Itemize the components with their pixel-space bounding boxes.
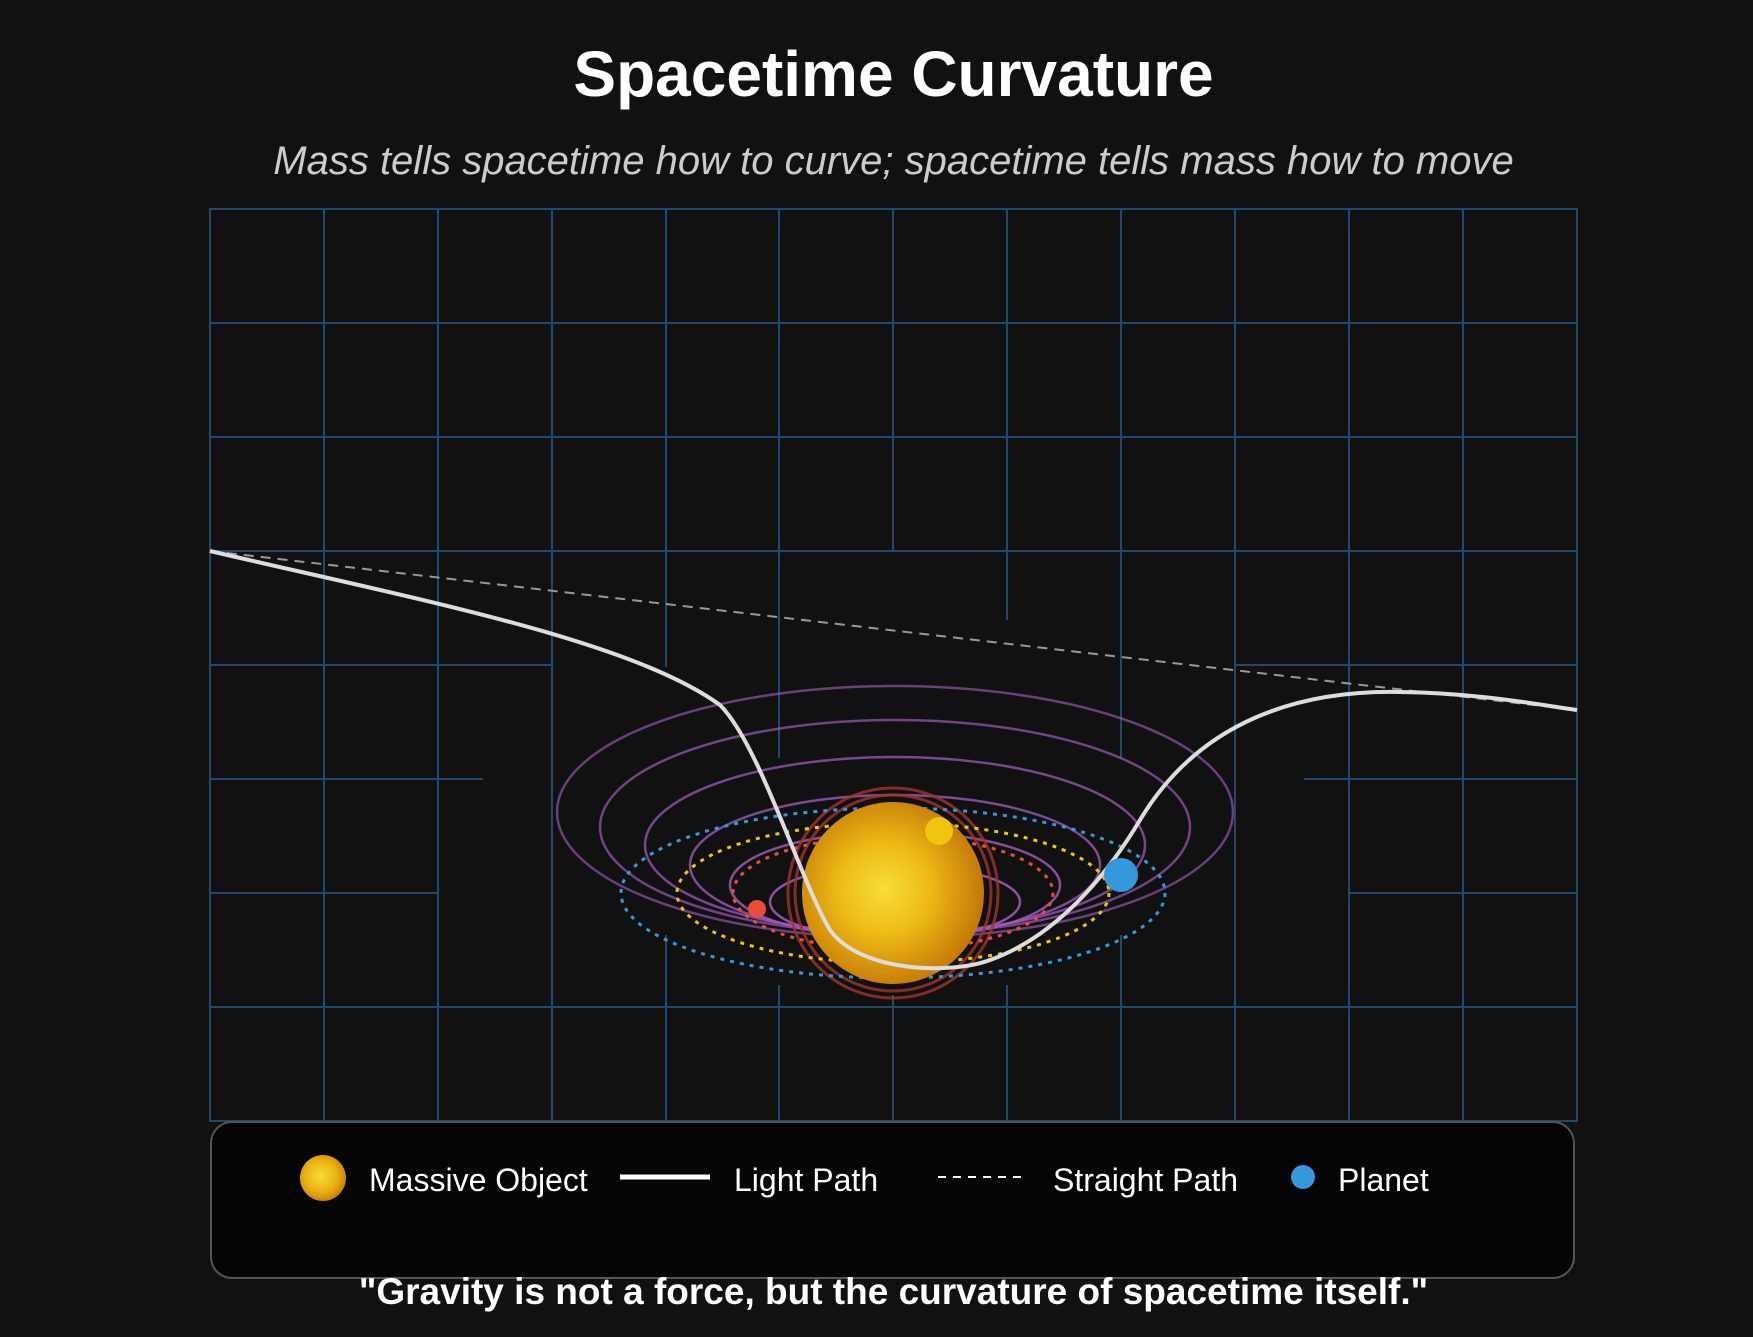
star-halo — [786, 786, 1000, 1000]
legend-label-planet: Planet — [1338, 1162, 1429, 1198]
legend — [210, 1121, 1575, 1279]
orbit-blue — [619, 806, 1167, 980]
legend-label-massive-object: Massive Object — [369, 1162, 588, 1198]
legend-label-light-path: Light Path — [734, 1162, 879, 1198]
planet-yellow — [925, 817, 953, 845]
planet-blue — [1104, 858, 1138, 892]
halo-ring — [793, 793, 993, 993]
straight-path — [209, 550, 1578, 711]
footer-quote: "Gravity is not a force, but the curvatu… — [358, 1271, 1429, 1312]
halo-ring — [786, 786, 1000, 1000]
spacetime-grid — [209, 208, 1578, 1122]
legend-label-straight-path: Straight Path — [1053, 1162, 1238, 1198]
massive-object — [802, 802, 984, 984]
diagram-title: Spacetime Curvature — [573, 38, 1214, 110]
orbit-yellow — [675, 821, 1111, 965]
light-path — [209, 549, 1578, 971]
diagram-subtitle: Mass tells spacetime how to curve; space… — [273, 139, 1514, 183]
planet-red — [748, 900, 766, 918]
